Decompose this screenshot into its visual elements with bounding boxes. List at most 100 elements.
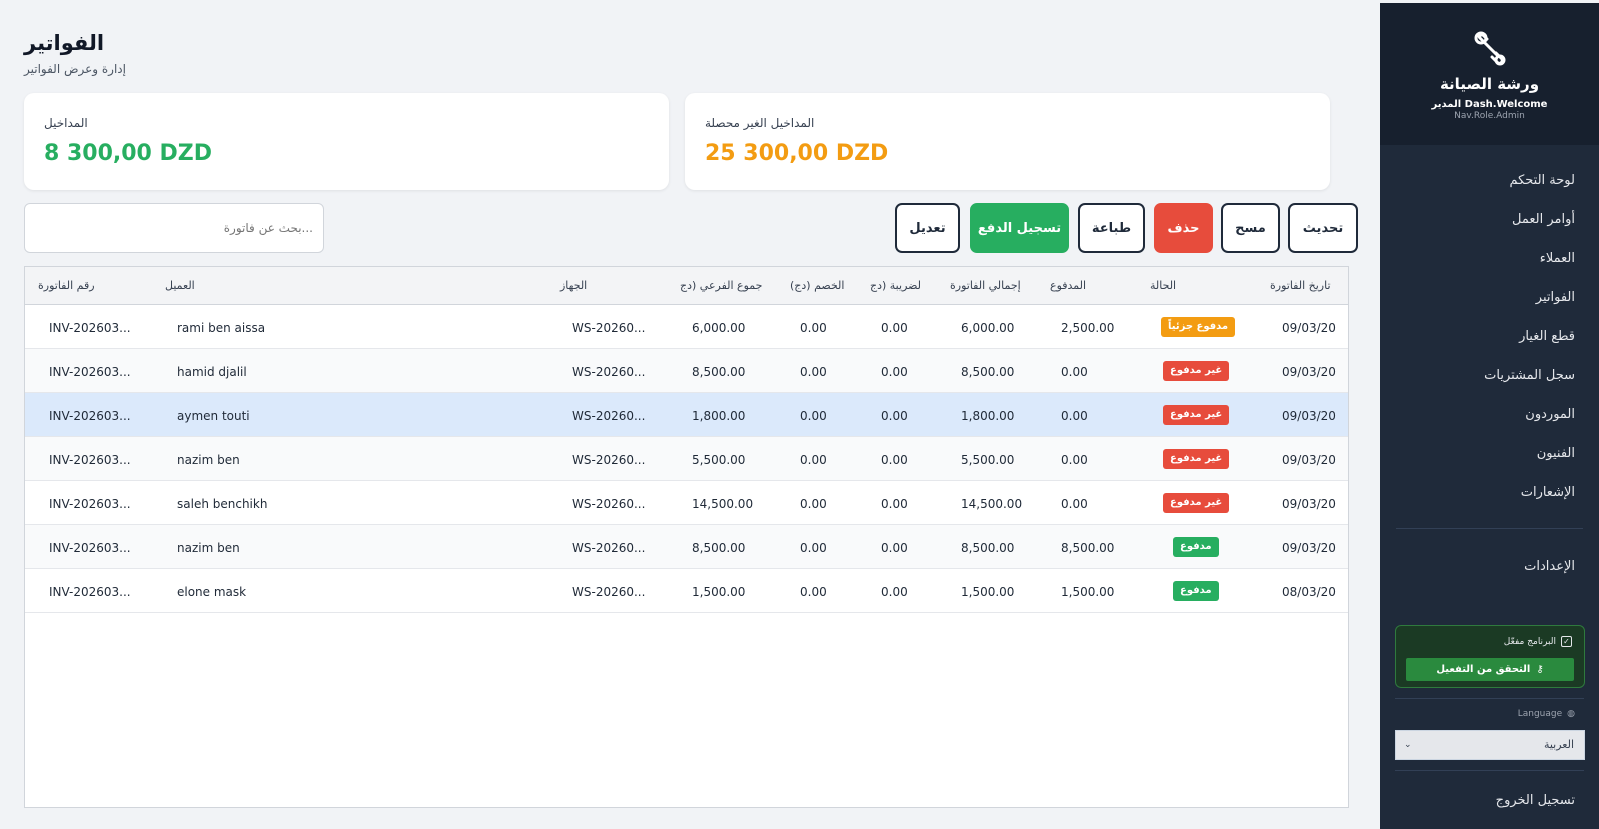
sidebar-divider [1395, 698, 1584, 699]
col-discount[interactable]: (الخصم (دج [790, 279, 845, 292]
cell-tax: 0.00 [881, 365, 908, 379]
status-badge: غير مدفوع [1163, 493, 1230, 513]
status-badge: غير مدفوع [1163, 361, 1230, 381]
cell-device: WS-20260... [572, 321, 646, 335]
cell-tax: 0.00 [881, 321, 908, 335]
cell-subtotal: 1,500.00 [692, 585, 746, 599]
sidebar-item-customers[interactable]: العملاء [1539, 251, 1575, 266]
key-icon: ⚷ [1536, 664, 1544, 675]
cell-date: 09/03/20 [1282, 453, 1336, 467]
page-subtitle: إدارة وعرض الفواتير [24, 62, 126, 76]
cell-invoice-number: INV-202603... [49, 321, 131, 335]
table-row[interactable]: INV-202603... nazim ben WS-20260... 8,50… [25, 525, 1348, 569]
cell-invoice-number: INV-202603... [49, 409, 131, 423]
cell-subtotal: 1,800.00 [692, 409, 746, 423]
col-date[interactable]: تاريخ الفاتورة [1270, 279, 1331, 292]
cell-subtotal: 8,500.00 [692, 541, 746, 555]
cell-date: 09/03/20 [1282, 321, 1336, 335]
sidebar-item-dashboard[interactable]: لوحة التحكم [1509, 173, 1575, 188]
cell-invoice-number: INV-202603... [49, 497, 131, 511]
globe-icon: ◍ [1567, 709, 1575, 719]
col-customer[interactable]: العميل [165, 279, 195, 292]
record-payment-button[interactable]: تسجيل الدفع [970, 203, 1069, 253]
sidebar-item-purchases[interactable]: سجل المشتريات [1484, 368, 1575, 383]
cell-tax: 0.00 [881, 497, 908, 511]
status-badge: مدفوع [1173, 581, 1219, 601]
check-icon: ✓ [1561, 636, 1572, 647]
cell-customer: aymen touti [177, 409, 250, 423]
clear-button[interactable]: مسح [1221, 203, 1280, 253]
sidebar-item-suppliers[interactable]: الموردون [1525, 407, 1575, 422]
cell-tax: 0.00 [881, 453, 908, 467]
language-select[interactable]: ⌄ العربية [1395, 730, 1585, 760]
edit-button[interactable]: تعديل [895, 203, 960, 253]
status-badge: مدفوع [1173, 537, 1219, 557]
welcome-text: المدير Dash.Welcome [1431, 99, 1548, 110]
status-badge: غير مدفوع [1163, 405, 1230, 425]
cell-invoice-number: INV-202603... [49, 585, 131, 599]
sidebar-divider [1396, 528, 1583, 529]
table-row[interactable]: INV-202603... elone mask WS-20260... 1,5… [25, 569, 1348, 613]
cell-paid: 8,500.00 [1061, 541, 1115, 555]
cell-subtotal: 8,500.00 [692, 365, 746, 379]
sidebar-divider [1395, 770, 1584, 771]
role-text: Nav.Role.Admin [1454, 111, 1525, 121]
wrench-icon [1474, 31, 1505, 66]
table-row[interactable]: INV-202603... nazim ben WS-20260... 5,50… [25, 437, 1348, 481]
sidebar-item-work-orders[interactable]: أوامر العمل [1512, 212, 1575, 227]
verify-activation-button[interactable]: التحقق من التفعيل ⚷ [1406, 658, 1574, 681]
cell-paid: 2,500.00 [1061, 321, 1115, 335]
sidebar-item-notifications[interactable]: الإشعارات [1520, 485, 1575, 500]
cell-date: 09/03/20 [1282, 409, 1336, 423]
cell-paid: 0.00 [1061, 365, 1088, 379]
cell-device: WS-20260... [572, 453, 646, 467]
cell-total: 14,500.00 [961, 497, 1023, 511]
sidebar-item-settings[interactable]: الإعدادات [1524, 559, 1575, 574]
language-label: Language ◍ [1518, 709, 1575, 719]
cell-customer: hamid djalil [177, 365, 247, 379]
sidebar-item-spare-parts[interactable]: قطع الغيار [1519, 329, 1575, 344]
cell-discount: 0.00 [800, 321, 827, 335]
sidebar-nav: لوحة التحكم أوامر العمل العملاء الفواتير… [1380, 145, 1599, 518]
license-panel: البرنامج مفعّل ✓ التحقق من التفعيل ⚷ [1395, 625, 1585, 688]
refresh-button[interactable]: تحديث [1288, 203, 1358, 253]
cell-paid: 1,500.00 [1061, 585, 1115, 599]
col-device[interactable]: الجهاز [560, 279, 588, 292]
cell-customer: rami ben aissa [177, 321, 266, 335]
table-row[interactable]: INV-202603... saleh benchikh WS-20260...… [25, 481, 1348, 525]
col-status[interactable]: الحالة [1150, 279, 1177, 292]
cell-device: WS-20260... [572, 585, 646, 599]
col-subtotal[interactable]: جموع الفرعي (دج [680, 279, 763, 292]
cell-discount: 0.00 [800, 541, 827, 555]
status-badge: غير مدفوع [1163, 449, 1230, 469]
col-invoice-number[interactable]: رقم الفاتورة [38, 279, 95, 292]
search-input[interactable] [24, 203, 324, 253]
cell-tax: 0.00 [881, 585, 908, 599]
table-row[interactable]: INV-202603... rami ben aissa WS-20260...… [25, 305, 1348, 349]
col-paid[interactable]: المدفوع [1050, 279, 1087, 292]
cell-total: 1,500.00 [961, 585, 1015, 599]
table-row[interactable]: INV-202603... aymen touti WS-20260... 1,… [25, 393, 1348, 437]
logout-button[interactable]: تسجيل الخروج [1495, 793, 1575, 808]
cell-total: 8,500.00 [961, 365, 1015, 379]
language-select-value: العربية [1543, 738, 1574, 751]
delete-button[interactable]: حذف [1154, 203, 1213, 253]
sidebar: ورشة الصيانة المدير Dash.Welcome Nav.Rol… [1380, 3, 1599, 829]
invoices-table: رقم الفاتورة العميل الجهاز جموع الفرعي (… [24, 266, 1349, 808]
cell-discount: 0.00 [800, 409, 827, 423]
cell-customer: nazim ben [177, 541, 240, 555]
sidebar-item-invoices[interactable]: الفواتير [1535, 290, 1575, 305]
license-status: البرنامج مفعّل ✓ [1504, 636, 1572, 647]
cell-discount: 0.00 [800, 497, 827, 511]
cell-customer: saleh benchikh [177, 497, 268, 511]
cell-date: 08/03/20 [1282, 585, 1336, 599]
cell-device: WS-20260... [572, 541, 646, 555]
table-row[interactable]: INV-202603... hamid djalil WS-20260... 8… [25, 349, 1348, 393]
print-button[interactable]: طباعة [1078, 203, 1145, 253]
cell-date: 09/03/20 [1282, 365, 1336, 379]
col-tax[interactable]: لضريبة (دج [870, 279, 922, 292]
sidebar-item-technicians[interactable]: الفنيون [1536, 446, 1575, 461]
brand-header: ورشة الصيانة المدير Dash.Welcome Nav.Rol… [1380, 3, 1599, 145]
status-badge: مدفوع جزئياً [1161, 317, 1236, 337]
col-total[interactable]: إجمالي الفاتورة [950, 279, 1021, 292]
